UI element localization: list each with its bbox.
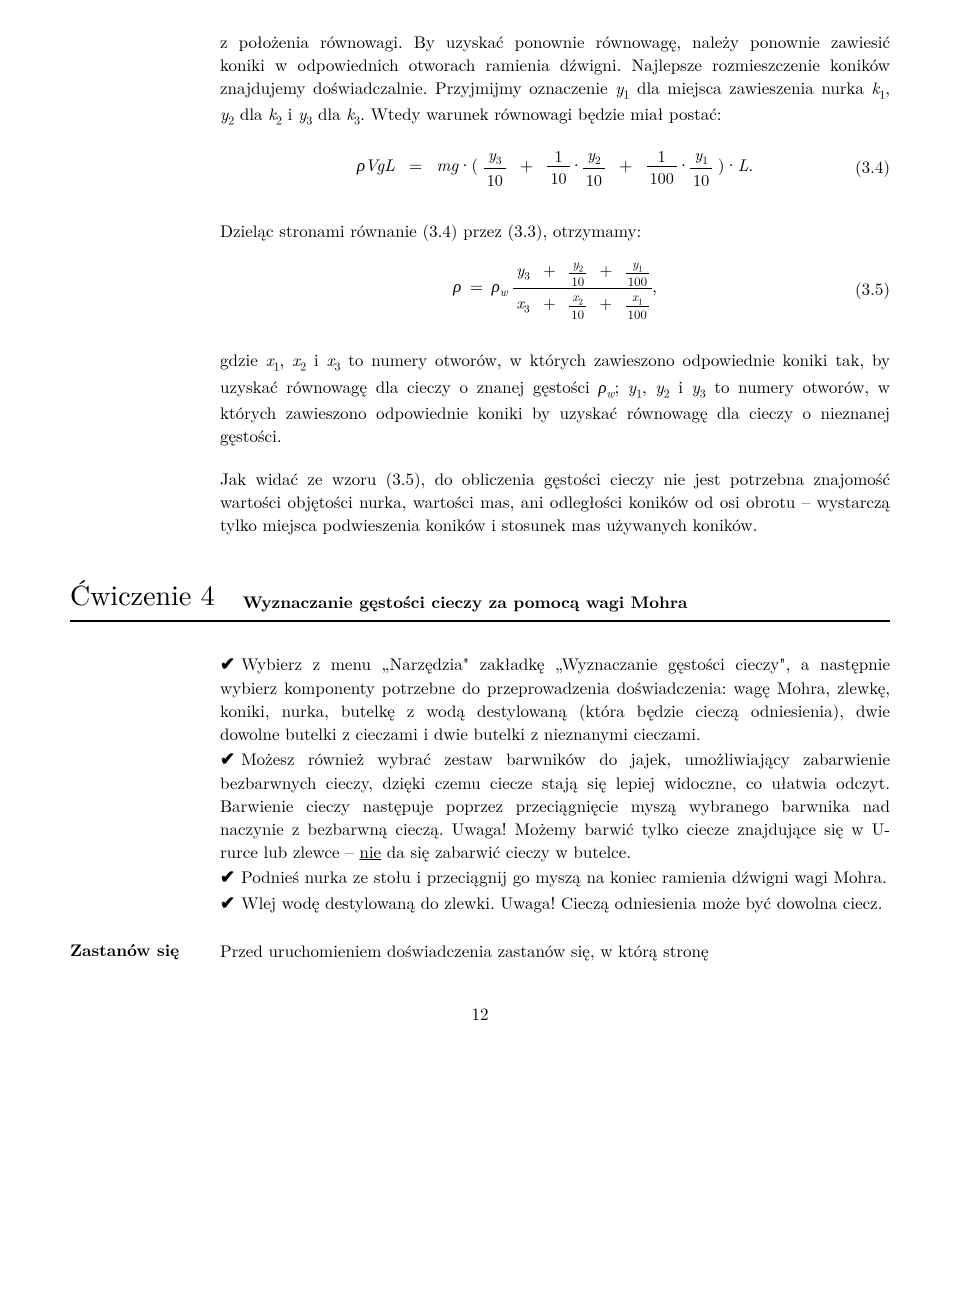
equation-3-4: ρVgL = mg·( y310 + 110·y210 + 1100·y110 …	[220, 143, 890, 191]
section-left-label: Ćwiczenie 4	[70, 576, 215, 614]
bullet-2: ✔Możesz również wybrać zestaw barwników …	[220, 747, 890, 863]
page-number: 12	[70, 1002, 890, 1025]
bullet-4: ✔Wlej wodę destylowaną do zlewki. Uwaga!…	[220, 891, 890, 915]
section-header-exercise-4: Ćwiczenie 4 Wyznaczanie gęstości cieczy …	[70, 576, 890, 622]
margin-heading-zastanow: Zastanów się	[70, 939, 210, 962]
equation-number-3-5: (3.5)	[855, 277, 890, 300]
bullet-1: ✔Wybierz z menu „Narzędzia" zakładkę „Wy…	[220, 652, 890, 745]
check-icon: ✔	[220, 651, 235, 676]
check-icon: ✔	[220, 890, 235, 915]
paragraph-divide: Dzieląc stronami równanie (3.4) przez (3…	[220, 219, 890, 242]
paragraph-where: gdzie x1, x2 i x3 to numery otworów, w k…	[220, 348, 890, 447]
paragraph-conclusion: Jak widać ze wzoru (3.5), do obliczenia …	[220, 467, 890, 536]
bullet-3: ✔Podnieś nurka ze stołu i przeciągnij go…	[220, 865, 890, 889]
section-title: Wyznaczanie gęstości cieczy za pomocą wa…	[243, 591, 890, 614]
equation-3-5: ρ = ρw y3 + y210 + y1100 x3 + x210 +	[220, 256, 890, 320]
paragraph-intro: z położenia równowagi. By uzyskać ponown…	[220, 30, 890, 129]
equation-number-3-4: (3.4)	[855, 155, 890, 178]
check-icon: ✔	[220, 864, 235, 889]
check-icon: ✔	[220, 746, 235, 771]
paragraph-zastanow: Przed uruchomieniem doświadczenia zastan…	[220, 939, 890, 962]
